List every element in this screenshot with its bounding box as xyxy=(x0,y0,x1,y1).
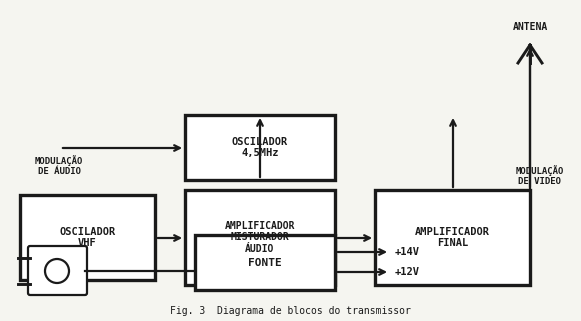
Bar xyxy=(20,195,155,280)
FancyBboxPatch shape xyxy=(28,246,87,295)
Bar xyxy=(375,190,530,285)
Bar xyxy=(185,115,335,180)
Text: +12V: +12V xyxy=(395,267,420,277)
Text: ANTENA: ANTENA xyxy=(512,22,548,32)
Text: OSCILADOR
VHF: OSCILADOR VHF xyxy=(59,227,116,248)
Bar xyxy=(195,235,335,290)
Text: Fig. 3  Diagrama de blocos do transmissor: Fig. 3 Diagrama de blocos do transmissor xyxy=(170,306,411,316)
Text: AMPLIFICADOR
FINAL: AMPLIFICADOR FINAL xyxy=(415,227,490,248)
Bar xyxy=(185,190,335,285)
Text: AMPLIFICADOR
MISTURADOR
ÁUDIO: AMPLIFICADOR MISTURADOR ÁUDIO xyxy=(225,221,295,254)
Text: +14V: +14V xyxy=(395,247,420,257)
Text: MODULAÇÃO
DE ÁUDIO: MODULAÇÃO DE ÁUDIO xyxy=(35,155,84,176)
Text: OSCILADOR
4,5MHz: OSCILADOR 4,5MHz xyxy=(232,137,288,158)
Text: MODULAÇÃO
DE VIDEO: MODULAÇÃO DE VIDEO xyxy=(516,165,564,186)
Text: FONTE: FONTE xyxy=(248,257,282,267)
